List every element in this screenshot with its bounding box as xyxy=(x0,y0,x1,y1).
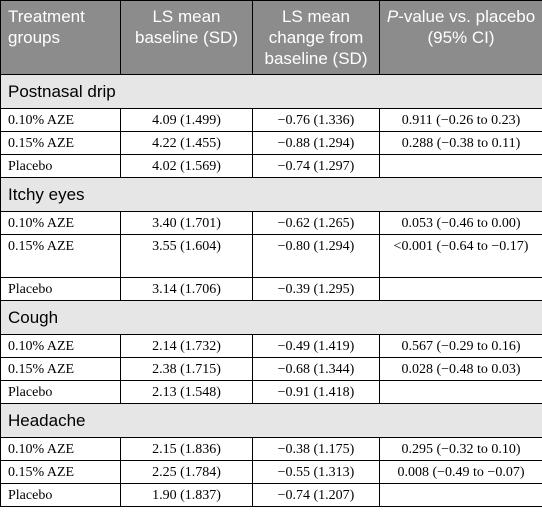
table-row: Placebo 2.13 (1.548) −0.91 (1.418) xyxy=(0,380,542,404)
treatment-group-cell: 0.10% AZE xyxy=(0,108,121,132)
p-value-cell: 0.295 (−0.32 to 0.10) xyxy=(379,437,542,461)
p-value-cell xyxy=(379,483,542,507)
p-value-cell: 0.567 (−0.29 to 0.16) xyxy=(379,334,542,358)
treatment-group-cell: Placebo xyxy=(0,380,121,404)
change-cell: −0.49 (1.419) xyxy=(252,334,380,358)
baseline-cell: 2.14 (1.732) xyxy=(120,334,253,358)
p-value-cell: 0.008 (−0.49 to −0.07) xyxy=(379,460,542,484)
baseline-cell: 2.25 (1.784) xyxy=(120,460,253,484)
treatment-group-cell: 0.15% AZE xyxy=(0,131,121,155)
table-row: 0.15% AZE 3.55 (1.604) −0.80 (1.294) <0.… xyxy=(0,234,542,278)
change-cell: −0.38 (1.175) xyxy=(252,437,380,461)
change-cell: −0.55 (1.313) xyxy=(252,460,380,484)
change-cell: −0.91 (1.418) xyxy=(252,380,380,404)
results-table: Treatment groups LS mean baseline (SD) L… xyxy=(0,0,542,507)
change-cell: −0.62 (1.265) xyxy=(252,211,380,235)
table-row: Placebo 3.14 (1.706) −0.39 (1.295) xyxy=(0,277,542,301)
p-value-cell xyxy=(379,154,542,178)
p-value-cell xyxy=(379,380,542,404)
change-cell: −0.76 (1.336) xyxy=(252,108,380,132)
table-row: 0.10% AZE 3.40 (1.701) −0.62 (1.265) 0.0… xyxy=(0,211,542,235)
section-row: Itchy eyes xyxy=(0,177,542,212)
table-row: 0.10% AZE 2.14 (1.732) −0.49 (1.419) 0.5… xyxy=(0,334,542,358)
treatment-group-cell: Placebo xyxy=(0,277,121,301)
section-title: Postnasal drip xyxy=(0,74,542,109)
treatment-group-cell: Placebo xyxy=(0,483,121,507)
baseline-cell: 2.13 (1.548) xyxy=(120,380,253,404)
change-cell: −0.88 (1.294) xyxy=(252,131,380,155)
p-value-cell: 0.288 (−0.38 to 0.11) xyxy=(379,131,542,155)
treatment-group-cell: 0.10% AZE xyxy=(0,437,121,461)
section-title: Headache xyxy=(0,403,542,438)
change-cell: −0.68 (1.344) xyxy=(252,357,380,381)
baseline-cell: 3.40 (1.701) xyxy=(120,211,253,235)
treatment-group-cell: Placebo xyxy=(0,154,121,178)
baseline-cell: 1.90 (1.837) xyxy=(120,483,253,507)
treatment-group-cell: 0.15% AZE xyxy=(0,460,121,484)
section-title: Itchy eyes xyxy=(0,177,542,212)
baseline-cell: 3.14 (1.706) xyxy=(120,277,253,301)
change-cell: −0.74 (1.207) xyxy=(252,483,380,507)
table-row: Placebo 4.02 (1.569) −0.74 (1.297) xyxy=(0,154,542,178)
treatment-group-cell: 0.10% AZE xyxy=(0,334,121,358)
treatment-group-cell: 0.15% AZE xyxy=(0,234,121,278)
change-cell: −0.39 (1.295) xyxy=(252,277,380,301)
section-row: Cough xyxy=(0,300,542,335)
table-row: 0.15% AZE 4.22 (1.455) −0.88 (1.294) 0.2… xyxy=(0,131,542,155)
baseline-cell: 4.02 (1.569) xyxy=(120,154,253,178)
section-row: Postnasal drip xyxy=(0,74,542,109)
section-row: Headache xyxy=(0,403,542,438)
header-p-value: P-value vs. placebo (95% CI) xyxy=(379,0,542,75)
treatment-group-cell: 0.15% AZE xyxy=(0,357,121,381)
table-row: 0.10% AZE 4.09 (1.499) −0.76 (1.336) 0.9… xyxy=(0,108,542,132)
table-row: 0.10% AZE 2.15 (1.836) −0.38 (1.175) 0.2… xyxy=(0,437,542,461)
baseline-cell: 4.22 (1.455) xyxy=(120,131,253,155)
section-title: Cough xyxy=(0,300,542,335)
header-treatment-groups: Treatment groups xyxy=(0,0,121,75)
baseline-cell: 2.15 (1.836) xyxy=(120,437,253,461)
p-value-cell: 0.053 (−0.46 to 0.00) xyxy=(379,211,542,235)
header-row: Treatment groups LS mean baseline (SD) L… xyxy=(0,0,542,75)
baseline-cell: 2.38 (1.715) xyxy=(120,357,253,381)
change-cell: −0.80 (1.294) xyxy=(252,234,380,278)
p-value-cell xyxy=(379,277,542,301)
treatment-group-cell: 0.10% AZE xyxy=(0,211,121,235)
header-p-value-text: -value vs. placebo (95% CI) xyxy=(398,7,536,47)
header-p-italic: P xyxy=(386,7,399,26)
header-ls-mean-change: LS mean change from baseline (SD) xyxy=(252,0,380,75)
baseline-cell: 4.09 (1.499) xyxy=(120,108,253,132)
p-value-cell: 0.911 (−0.26 to 0.23) xyxy=(379,108,542,132)
table-row: Placebo 1.90 (1.837) −0.74 (1.207) xyxy=(0,483,542,507)
p-value-cell: <0.001 (−0.64 to −0.17) xyxy=(379,234,542,278)
table-row: 0.15% AZE 2.38 (1.715) −0.68 (1.344) 0.0… xyxy=(0,357,542,381)
header-ls-mean-baseline: LS mean baseline (SD) xyxy=(120,0,253,75)
change-cell: −0.74 (1.297) xyxy=(252,154,380,178)
p-value-cell: 0.028 (−0.48 to 0.03) xyxy=(379,357,542,381)
table-row: 0.15% AZE 2.25 (1.784) −0.55 (1.313) 0.0… xyxy=(0,460,542,484)
baseline-cell: 3.55 (1.604) xyxy=(120,234,253,278)
